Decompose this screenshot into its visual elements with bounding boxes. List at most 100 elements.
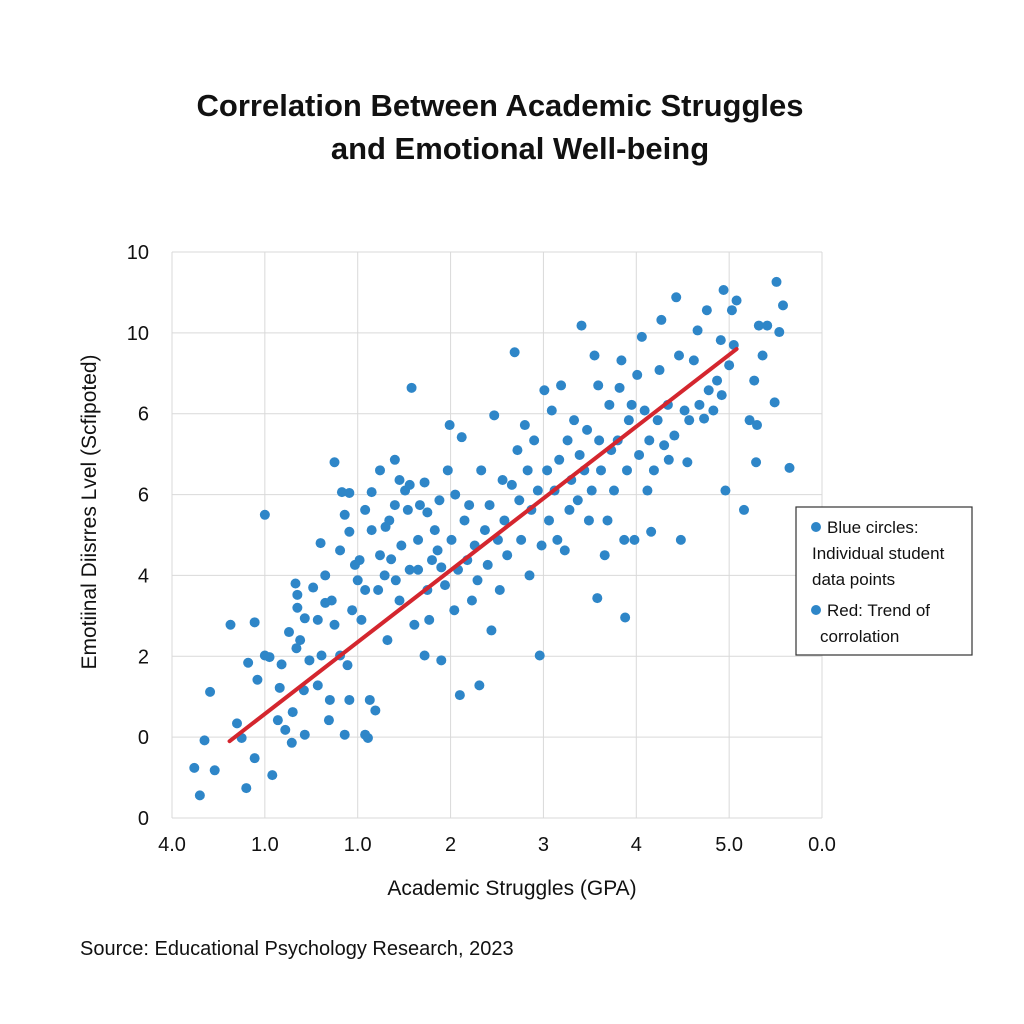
data-point [249,753,260,764]
data-point [753,320,764,331]
data-point [509,347,520,358]
data-point [360,584,371,595]
data-point [752,420,762,431]
data-point [556,380,567,391]
data-point [249,617,260,628]
data-point [586,485,597,496]
data-point [552,534,563,545]
data-point [354,555,365,566]
data-point [274,682,285,693]
x-axis-label: Academic Struggles (GPA) [387,877,636,900]
data-point [362,732,373,743]
data-point [652,415,663,426]
data-point [396,540,407,551]
data-point [757,350,768,361]
data-point [205,686,216,697]
data-point [344,526,355,537]
data-point [342,660,353,671]
x-tick-labels: 4.0 1.0 1.0 2 3 4 5.0 0.0 [158,834,836,856]
data-point [716,390,727,401]
data-point [669,430,680,441]
data-point [636,331,647,342]
data-point [684,415,695,426]
data-point [379,570,390,581]
data-point [286,737,297,748]
data-point [295,635,306,646]
data-point [375,550,385,561]
data-point [619,534,630,545]
data-point [522,465,533,476]
data-point [199,735,210,746]
data-point [679,405,690,416]
data-point [634,449,645,460]
data-point [324,694,335,705]
data-point [576,320,587,331]
legend-entry-1-line-3: data points [812,570,895,589]
data-point [419,650,430,661]
data-point [774,327,785,338]
data-point [413,564,424,575]
data-point [291,643,302,654]
data-point [292,602,303,613]
data-point [582,424,593,435]
data-point [554,454,565,465]
data-point [290,578,301,589]
data-point [497,475,508,486]
data-point [389,454,400,465]
data-point [436,562,447,573]
data-point [718,285,729,296]
data-point [692,325,703,336]
data-point [312,614,323,625]
data-point [512,445,523,456]
data-point [434,495,445,506]
data-point [646,526,657,537]
data-point [339,729,350,740]
data-point [569,415,580,426]
data-point [626,399,637,410]
data-point [726,305,737,316]
legend-red-marker [811,605,821,615]
data-point [562,435,573,446]
data-point [589,350,600,361]
data-point [486,625,497,636]
data-point [299,613,310,624]
data-point [442,465,453,476]
data-point [366,487,377,498]
data-point [312,680,323,691]
data-point [502,550,513,561]
data-point [476,465,487,476]
data-point [444,420,455,431]
data-point [299,729,310,740]
data-point [422,507,433,518]
data-point [427,555,437,566]
chart-title-line-2: and Emotional Well-being [330,131,710,166]
data-point [654,365,665,376]
data-point [771,276,782,287]
data-point [259,509,270,520]
data-point [529,435,540,446]
data-points [189,276,795,801]
data-point [464,500,475,511]
data-point [656,314,667,325]
data-point [494,584,505,595]
data-point [209,765,220,776]
x-tick-label: 2 [445,834,456,856]
data-point [339,509,350,520]
data-point [544,515,554,526]
data-point [390,575,401,586]
data-point [419,477,430,488]
y-tick-label: 10 [127,242,149,264]
data-point [380,521,391,532]
data-point [394,595,405,606]
data-point [516,534,527,545]
data-point [329,619,340,630]
data-point [546,405,557,416]
data-point [559,545,570,556]
data-point [432,545,443,556]
data-point [596,465,606,476]
data-point [524,570,535,581]
data-point [688,355,699,366]
data-point [744,415,755,426]
data-point [642,485,653,496]
data-point [347,605,358,616]
